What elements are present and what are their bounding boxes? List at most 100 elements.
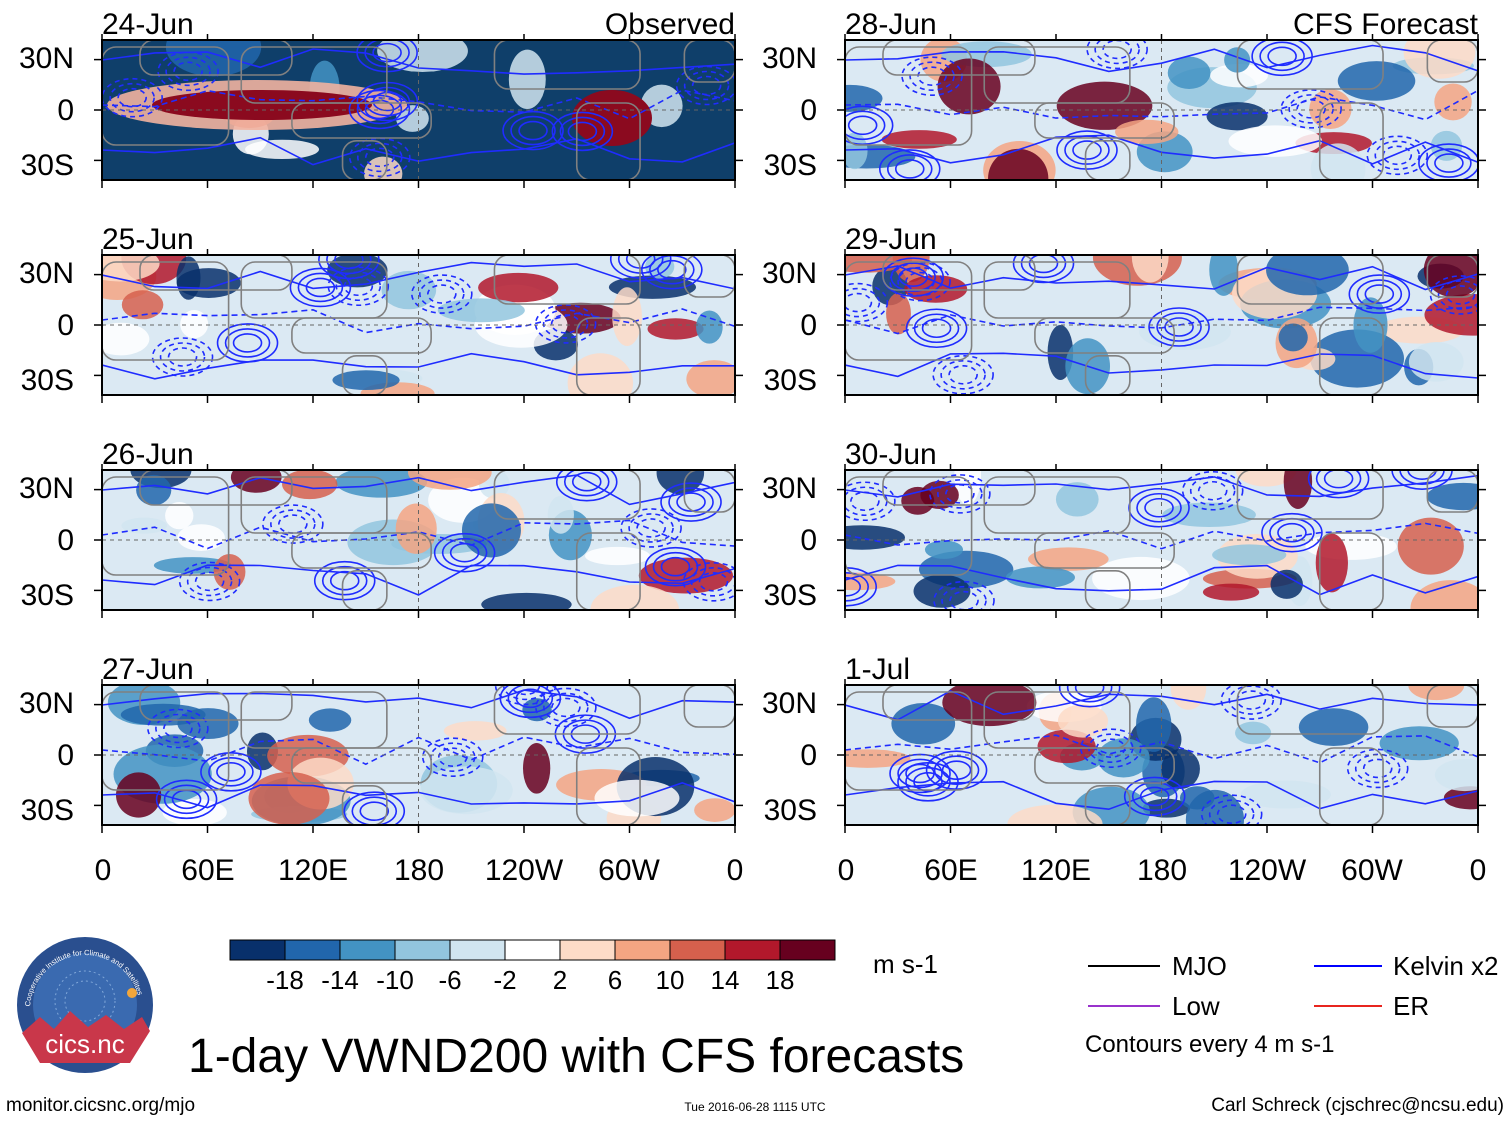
- kelvin-contour: [372, 91, 403, 112]
- colorbar-swatch: [394, 939, 451, 961]
- kelvin-contour: [641, 255, 703, 290]
- x-tick-label: 120W: [1228, 854, 1307, 887]
- y-tick-label: 30S: [21, 149, 74, 182]
- kelvin-contour: [1208, 799, 1255, 825]
- kelvin-contour: [441, 537, 488, 568]
- anomaly-blob: [1434, 83, 1472, 121]
- kelvin-contour: [427, 284, 457, 304]
- kelvin-contour: [356, 94, 403, 125]
- anomaly-blob: [1310, 143, 1366, 180]
- kelvin-contour: [102, 564, 735, 596]
- anomaly-blob: [547, 495, 574, 534]
- coastline: [1034, 747, 1175, 784]
- anomaly-blob: [120, 703, 206, 726]
- colorbar-label: 14: [711, 965, 740, 995]
- anomaly-blob: [1315, 533, 1348, 593]
- anomaly-blob: [327, 255, 388, 288]
- kelvin-contour: [932, 355, 994, 395]
- coastline: [1034, 532, 1175, 569]
- kelvin-contour: [102, 519, 735, 550]
- y-tick-label: 30S: [21, 794, 74, 827]
- kelvin-contour: [270, 509, 316, 539]
- anomaly-blob: [988, 148, 1049, 180]
- kelvin-contour: [551, 111, 614, 152]
- coastline: [1318, 747, 1384, 825]
- panel-date: 27-Jun: [102, 653, 194, 686]
- anomaly-blob: [396, 105, 429, 132]
- kelvin-contour: [1020, 255, 1067, 279]
- kelvin-contour: [878, 149, 941, 180]
- anomaly-blob: [407, 470, 492, 490]
- kelvin-contour: [1267, 46, 1297, 67]
- anomaly-blob: [1162, 502, 1256, 528]
- anomaly-blob: [461, 503, 521, 558]
- y-tick-label: 30N: [19, 472, 74, 505]
- coastline: [845, 691, 973, 791]
- kelvin-contour: [845, 265, 1478, 291]
- anomaly-blob: [1379, 726, 1459, 761]
- kelvin-contour: [845, 481, 896, 522]
- map-panel: 30N 0 30S 1-Jul: [762, 653, 1486, 833]
- kelvin-contour: [905, 767, 951, 797]
- coastline: [882, 685, 1036, 721]
- footer-url[interactable]: monitor.cicsnc.org/mjo: [6, 1095, 195, 1116]
- coastline: [882, 470, 1036, 506]
- anomaly-blob: [1337, 61, 1416, 101]
- coastline: [139, 470, 293, 506]
- anomaly-blob: [121, 290, 164, 320]
- y-tick-label: 30N: [762, 42, 817, 75]
- kelvin-contour: [845, 522, 1478, 550]
- kelvin-contour: [364, 147, 395, 168]
- kelvin-contour: [102, 474, 735, 506]
- kelvin-contour: [159, 342, 206, 372]
- kelvin-contour: [1323, 470, 1354, 489]
- anomaly-blob: [437, 298, 525, 323]
- coastline: [102, 691, 230, 791]
- x-axis-left: 0 60E 120E 180 120W 60W 0: [95, 854, 744, 887]
- coastline: [291, 317, 432, 354]
- coastline: [102, 261, 230, 361]
- kelvin-contour: [1366, 135, 1429, 176]
- anomaly-blob: [1397, 517, 1464, 575]
- kelvin-contour: [224, 328, 271, 358]
- anomaly-blob: [845, 525, 905, 550]
- anomaly-blob: [1028, 547, 1109, 571]
- kelvin-contour: [889, 753, 951, 794]
- panel-date: 28-Jun: [845, 8, 937, 41]
- kelvin-contour: [690, 567, 735, 597]
- kelvin-contour: [668, 487, 714, 517]
- anomaly-blob: [647, 318, 704, 340]
- logo-text: cics.nc: [45, 1029, 124, 1059]
- y-tick-label: 30N: [762, 687, 817, 720]
- kelvin-contour: [1128, 487, 1190, 528]
- kelvin-contour: [676, 492, 706, 512]
- anomaly-blob: [686, 360, 735, 395]
- kelvin-contour: [933, 580, 995, 610]
- kelvin-contour: [343, 791, 406, 825]
- kelvin-contour: [313, 560, 376, 601]
- kelvin-contour: [348, 137, 411, 178]
- colorbar-swatch: [504, 939, 561, 961]
- kelvin-contour: [1123, 776, 1186, 817]
- map-panel: 30N 0 30S 28-Jun CFS Forecast: [762, 8, 1486, 188]
- kelvin-contour: [1261, 512, 1323, 553]
- coastline: [575, 747, 641, 825]
- kelvin-contour: [1200, 794, 1263, 825]
- kelvin-contour: [898, 267, 928, 287]
- x-tick-label: 120E: [278, 854, 348, 887]
- colorbar-labels: -18 -14 -10 -6 -2 2 6 10 14 18: [266, 965, 794, 995]
- kelvin-contour: [165, 56, 211, 87]
- kelvin-contour: [109, 82, 155, 113]
- anomaly-blob: [1283, 470, 1313, 509]
- anomaly-blob: [115, 772, 162, 818]
- y-tick-label: 30N: [19, 42, 74, 75]
- anomaly-blob: [1209, 255, 1239, 296]
- kelvin-contour: [534, 304, 597, 344]
- y-tick-label: 0: [800, 309, 817, 342]
- panel-date: 26-Jun: [102, 438, 194, 471]
- coastline: [1034, 102, 1175, 139]
- kelvin-contour: [941, 760, 972, 780]
- coastline: [291, 747, 432, 784]
- anomaly-blob: [177, 524, 225, 551]
- kelvin-contour: [318, 255, 380, 280]
